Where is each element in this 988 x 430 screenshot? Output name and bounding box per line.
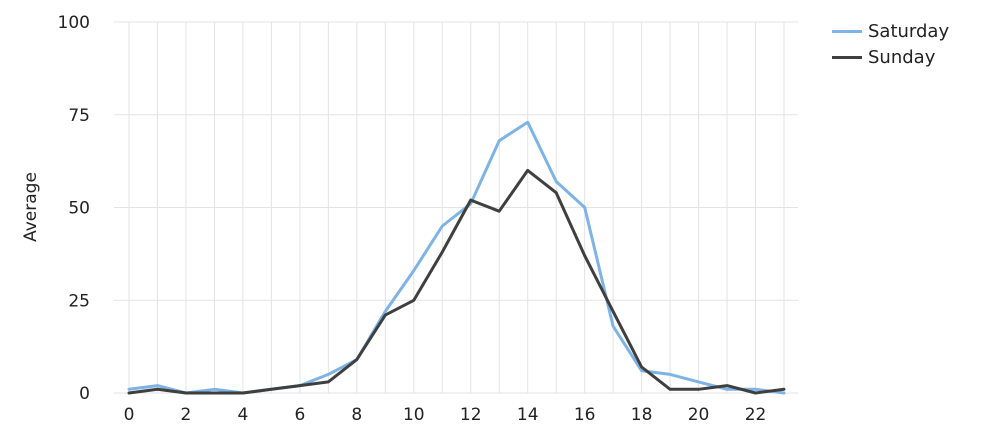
y-axis-tick-labels: 0 25 50 75 100 [58,13,90,404]
y-tick-label-100: 100 [58,13,90,33]
series-line-saturday [127,120,786,395]
y-tick-label-75: 75 [68,106,90,126]
y-axis-title: Average [21,172,41,242]
chart-legend: Saturday Sunday [832,18,949,70]
x-tick-label-8: 8 [351,405,362,425]
legend-label-sunday: Sunday [868,46,936,68]
x-tick-label-18: 18 [631,405,653,425]
x-tick-label-4: 4 [237,405,248,425]
x-tick-label-14: 14 [517,405,539,425]
legend-swatch-sunday [832,55,862,59]
x-tick-label-6: 6 [294,405,305,425]
series-line-sunday [127,168,786,395]
y-tick-label-0: 0 [79,384,90,404]
y-tick-label-25: 25 [68,291,90,311]
x-tick-label-20: 20 [688,405,710,425]
legend-item-saturday: Saturday [832,18,949,44]
x-tick-label-12: 12 [460,405,482,425]
legend-item-sunday: Sunday [832,44,949,70]
x-tick-label-10: 10 [403,405,425,425]
legend-swatch-saturday [832,29,862,33]
x-tick-label-22: 22 [745,405,767,425]
legend-label-saturday: Saturday [868,20,950,42]
y-tick-label-50: 50 [68,199,90,219]
horizontal-gridlines [114,21,798,394]
x-tick-label-2: 2 [181,405,192,425]
x-axis-tick-labels: 0 2 4 6 8 10 12 14 16 18 20 22 [124,405,767,425]
series-lines [127,120,786,395]
x-tick-label-0: 0 [124,405,135,425]
x-tick-label-16: 16 [574,405,596,425]
